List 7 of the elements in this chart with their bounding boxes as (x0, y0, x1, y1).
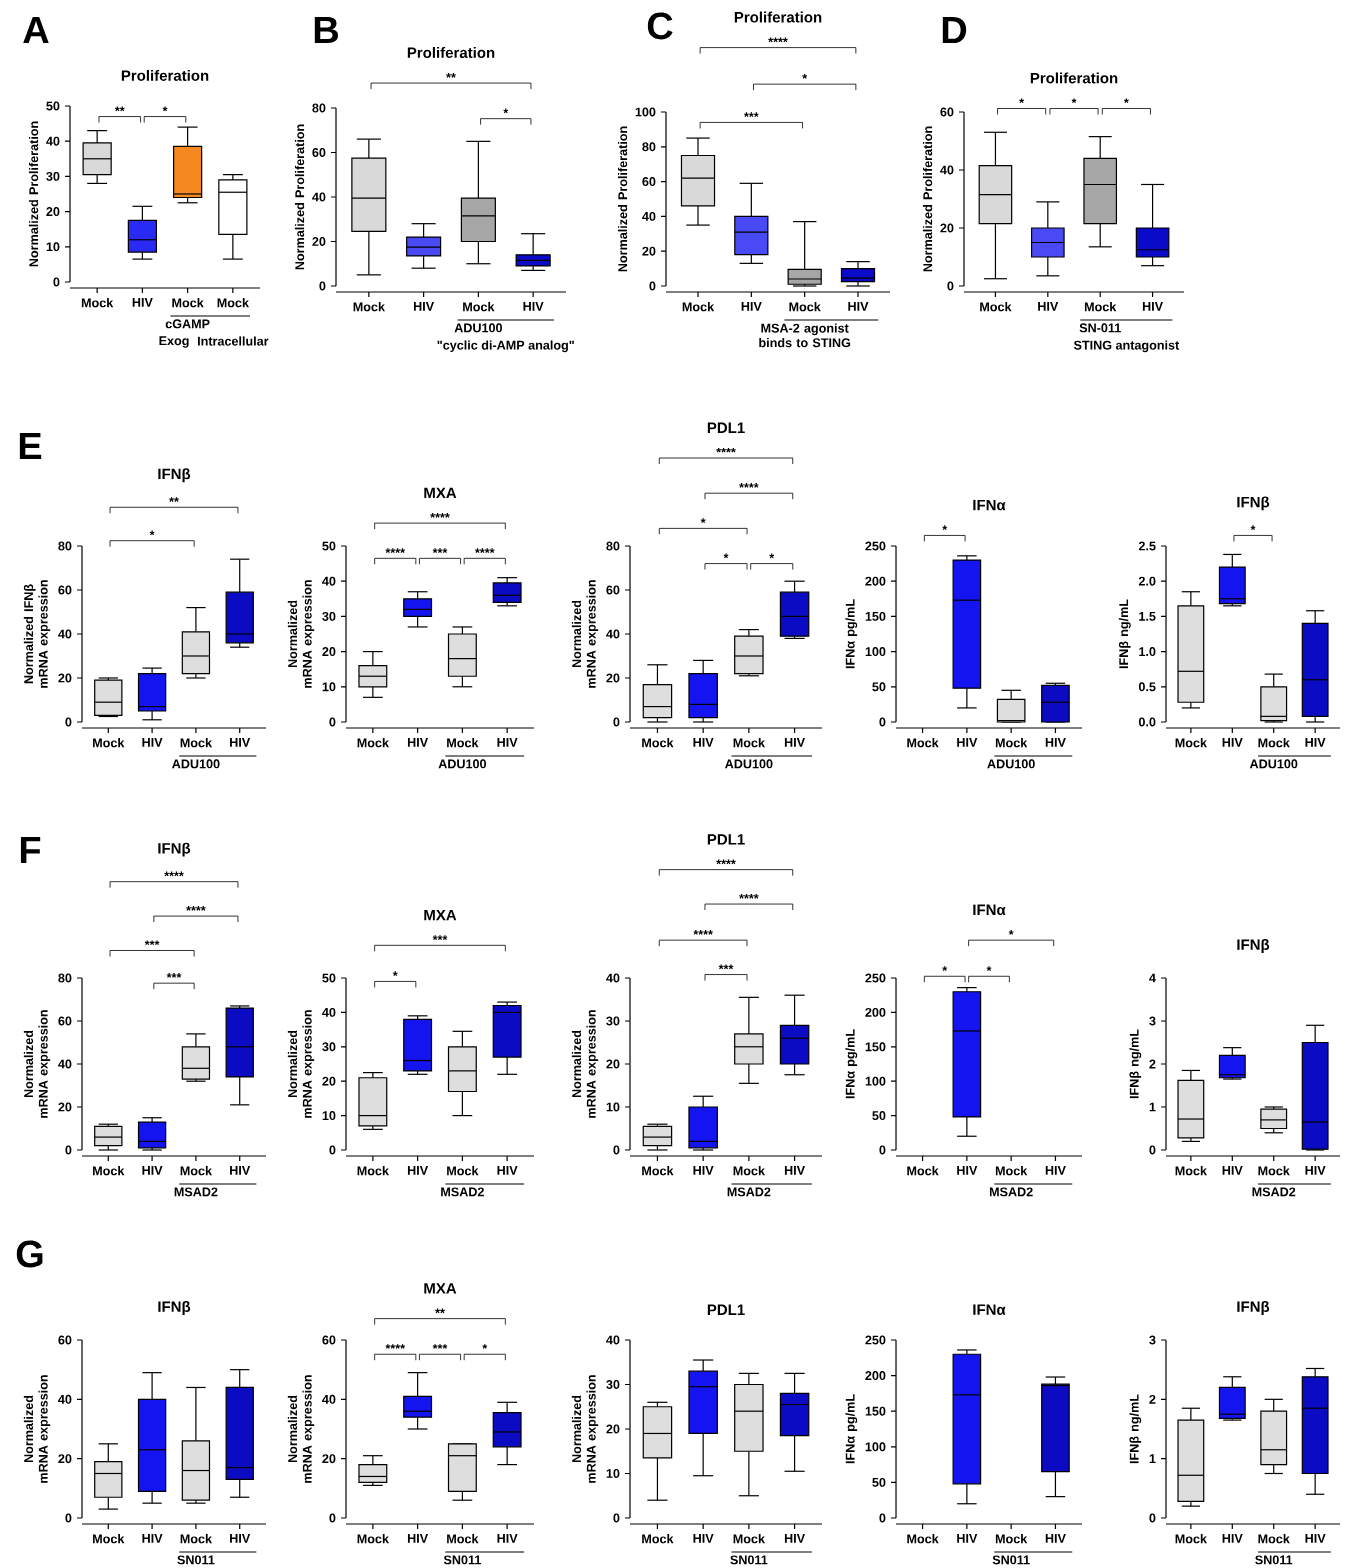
text: B (314, 16, 338, 44)
text: C (647, 12, 673, 40)
text: E (19, 432, 42, 460)
text: A (23, 16, 49, 44)
text: G (16, 1240, 43, 1268)
text: D (942, 16, 967, 44)
text: F (20, 836, 41, 864)
